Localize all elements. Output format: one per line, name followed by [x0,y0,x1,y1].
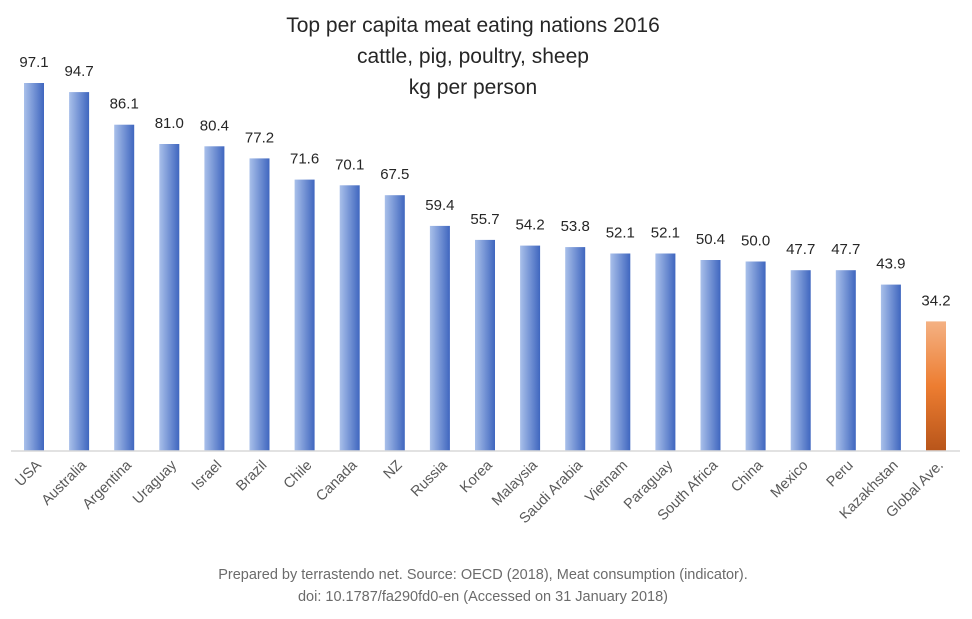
value-label: 52.1 [606,225,635,242]
category-label: Chile [281,458,316,493]
chart-title: Top per capita meat eating nations 2016 … [286,14,660,99]
footer-line-2: doi: 10.1787/fa290fd0-en (Accessed on 31… [298,589,668,605]
category-label: USA [12,457,45,490]
category-label: Russia [408,457,451,500]
value-label: 97.1 [19,54,48,71]
bar-brazil [249,158,270,451]
bar-usa [24,83,44,451]
value-label: 34.2 [921,292,950,309]
bar-chile [294,179,315,451]
value-label: 55.7 [470,211,499,228]
bar-south-africa [700,260,721,451]
bar-argentina [114,124,135,451]
value-label: 77.2 [245,129,274,146]
category-label: NZ [381,457,406,482]
footer-line-1: Prepared by terrastendo net. Source: OEC… [218,567,748,583]
bar-vietnam [610,253,631,451]
bar-paraguay [655,253,676,451]
bar-israel [204,146,225,452]
value-label: 52.1 [651,225,680,242]
value-label: 53.8 [561,218,590,235]
bar-kazakhstan [880,284,901,451]
chart-title-line-1: Top per capita meat eating nations 2016 [286,14,660,37]
value-label: 71.6 [290,151,319,168]
bar-canada [339,185,360,452]
value-labels-group: 97.1 94.7 86.1 81.0 80.4 77.2 71.6 70.1 67.5 59.4… [19,54,950,309]
category-label: Israel [189,458,225,494]
bar-uraguay [159,144,180,451]
category-label: China [728,457,767,496]
bar-australia [69,92,90,451]
category-label: Peru [824,458,857,491]
bar-nz [384,195,405,451]
value-label: 47.7 [831,241,860,258]
bar-global-ave [926,321,946,451]
value-label: 59.4 [425,197,454,214]
value-label: 50.0 [741,233,770,250]
value-label: 47.7 [786,241,815,258]
category-label: Argentina [80,457,136,513]
value-label: 50.4 [696,231,725,248]
value-label: 70.1 [335,156,364,173]
value-label: 86.1 [110,96,139,113]
value-label: 43.9 [876,256,905,273]
chart-title-line-2: cattle, pig, poultry, sheep [357,45,589,68]
bar-russia [429,225,450,451]
bar-peru [835,270,856,451]
category-label: Brazil [233,458,270,495]
value-label: 67.5 [380,166,409,183]
category-label: Uraguay [130,457,181,508]
bar-malaysia [520,245,541,451]
bar-korea [475,239,495,451]
value-label: 80.4 [200,117,229,134]
category-label: Canada [313,457,361,505]
value-label: 94.7 [64,63,93,80]
footer-source: Prepared by terrastendo net. Source: OEC… [218,567,748,605]
category-label: Mexico [768,458,812,502]
value-label: 81.0 [155,115,184,132]
chart-title-line-3: kg per person [409,76,537,99]
bar-china [745,261,766,451]
bars-group [24,83,946,452]
category-label: Korea [457,457,496,496]
bar-mexico [790,270,811,451]
value-label: 54.2 [515,217,544,234]
bar-saudi-arabia [565,247,586,451]
